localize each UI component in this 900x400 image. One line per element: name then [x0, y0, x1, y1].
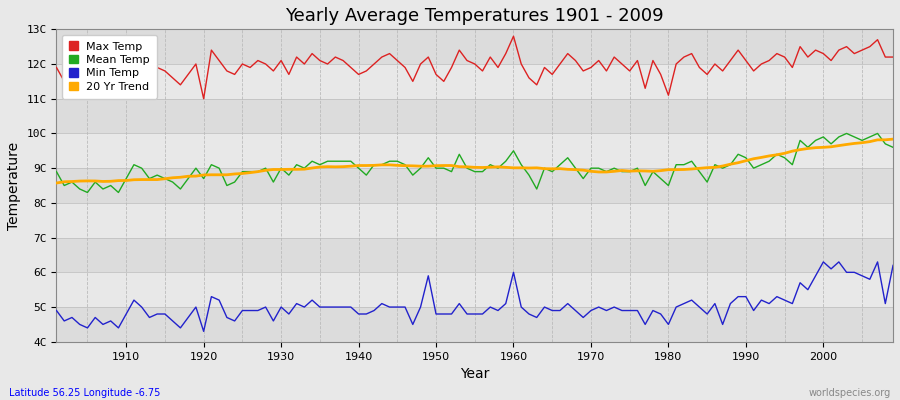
Bar — [57, 238, 893, 272]
Bar — [57, 203, 893, 238]
Bar — [57, 134, 893, 168]
Bar — [57, 99, 893, 134]
Bar — [57, 307, 893, 342]
Bar — [57, 29, 893, 64]
Legend: Max Temp, Mean Temp, Min Temp, 20 Yr Trend: Max Temp, Mean Temp, Min Temp, 20 Yr Tre… — [62, 35, 157, 99]
Text: Latitude 56.25 Longitude -6.75: Latitude 56.25 Longitude -6.75 — [9, 388, 160, 398]
Title: Yearly Average Temperatures 1901 - 2009: Yearly Average Temperatures 1901 - 2009 — [285, 7, 664, 25]
Text: worldspecies.org: worldspecies.org — [809, 388, 891, 398]
Y-axis label: Temperature: Temperature — [7, 142, 21, 230]
X-axis label: Year: Year — [460, 367, 490, 381]
Bar — [57, 168, 893, 203]
Bar — [57, 64, 893, 99]
Bar — [57, 272, 893, 307]
